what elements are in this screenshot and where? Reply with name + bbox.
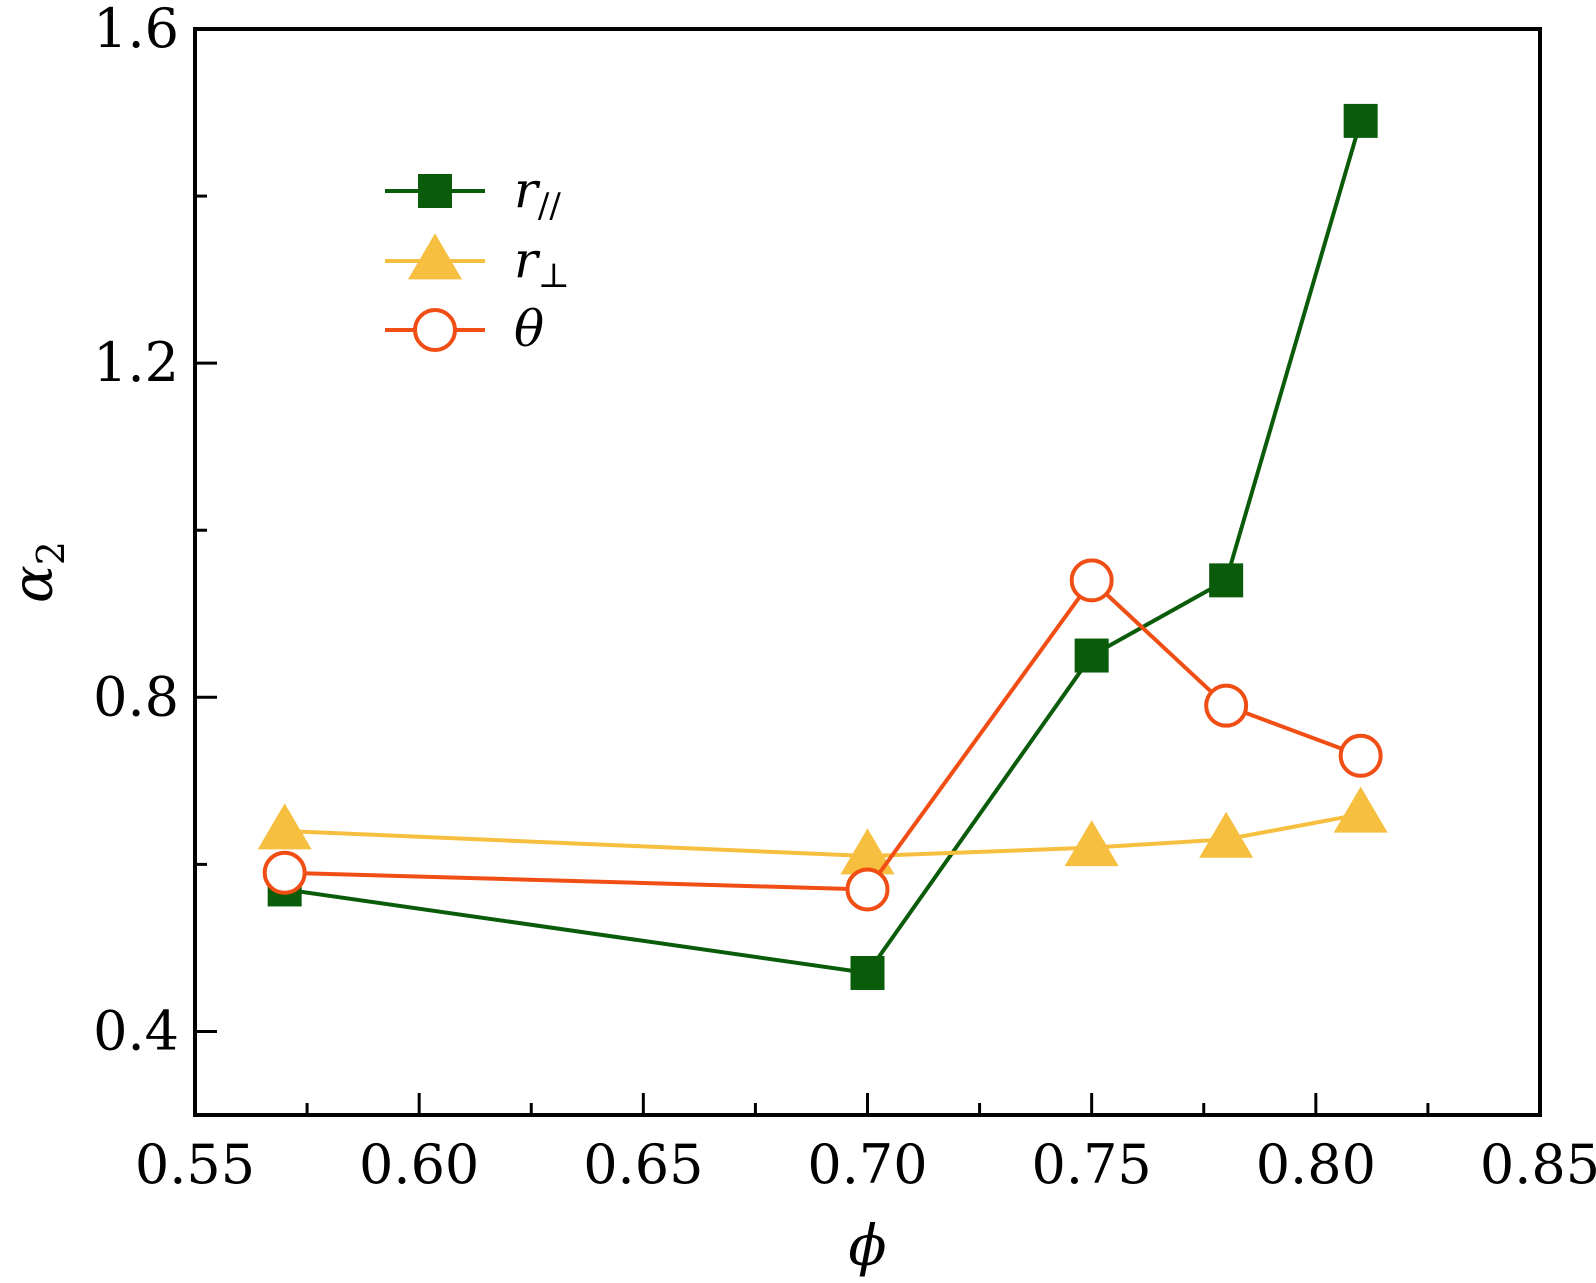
data-point [840,828,895,875]
series-1 [257,786,1388,875]
y-axis-title-main: α [1,565,66,603]
data-point [1343,103,1378,138]
data-point [1338,733,1383,778]
series-2 [262,558,1383,912]
legend-label: r// [514,161,561,226]
y-axis-title: α2 [1,541,73,603]
x-tick-label: 0.60 [359,1133,479,1196]
legend-label-subscript: // [538,186,561,226]
x-axis-title: ϕ [848,1214,886,1279]
legend-marker [408,233,462,280]
legend-label: θ [514,300,544,358]
plot-series [257,103,1388,990]
y-tick-label: 1.2 [93,331,179,394]
series-0 [267,103,1378,990]
legend-entry-0: r// [385,161,561,226]
data-point [1199,811,1254,858]
legend-entry-1: r⊥ [385,231,570,296]
data-point [1204,683,1249,728]
data-point [257,803,312,850]
x-tick-label: 0.70 [807,1133,927,1196]
legend-label-main: r [514,161,541,219]
data-point [1209,563,1244,598]
legend-marker [413,308,457,352]
y-tick-label: 1.6 [93,0,179,60]
data-point [1064,820,1119,867]
legend: r//r⊥θ [385,161,570,358]
data-point [845,867,890,912]
legend-marker [418,174,452,208]
plot-frame [193,27,1542,1117]
x-tick-label: 0.85 [1480,1133,1596,1196]
x-tick-label: 0.65 [583,1133,703,1196]
data-point [1074,638,1109,673]
data-point [1069,558,1114,603]
data-point [1333,786,1388,833]
y-axis-title-subscript: 2 [29,541,73,565]
legend-label-subscript: ⊥ [538,256,570,296]
legend-label-main: θ [514,300,544,358]
y-tick-label: 0.8 [93,665,179,728]
x-tick-label: 0.55 [135,1133,255,1196]
x-tick-label: 0.75 [1032,1133,1152,1196]
data-point [850,955,885,990]
legend-label: r⊥ [514,231,570,296]
legend-label-main: r [514,231,541,289]
legend-entry-2: θ [385,300,544,358]
y-tick-label: 0.4 [93,999,179,1062]
data-point [262,850,307,895]
x-tick-label: 0.80 [1256,1133,1376,1196]
